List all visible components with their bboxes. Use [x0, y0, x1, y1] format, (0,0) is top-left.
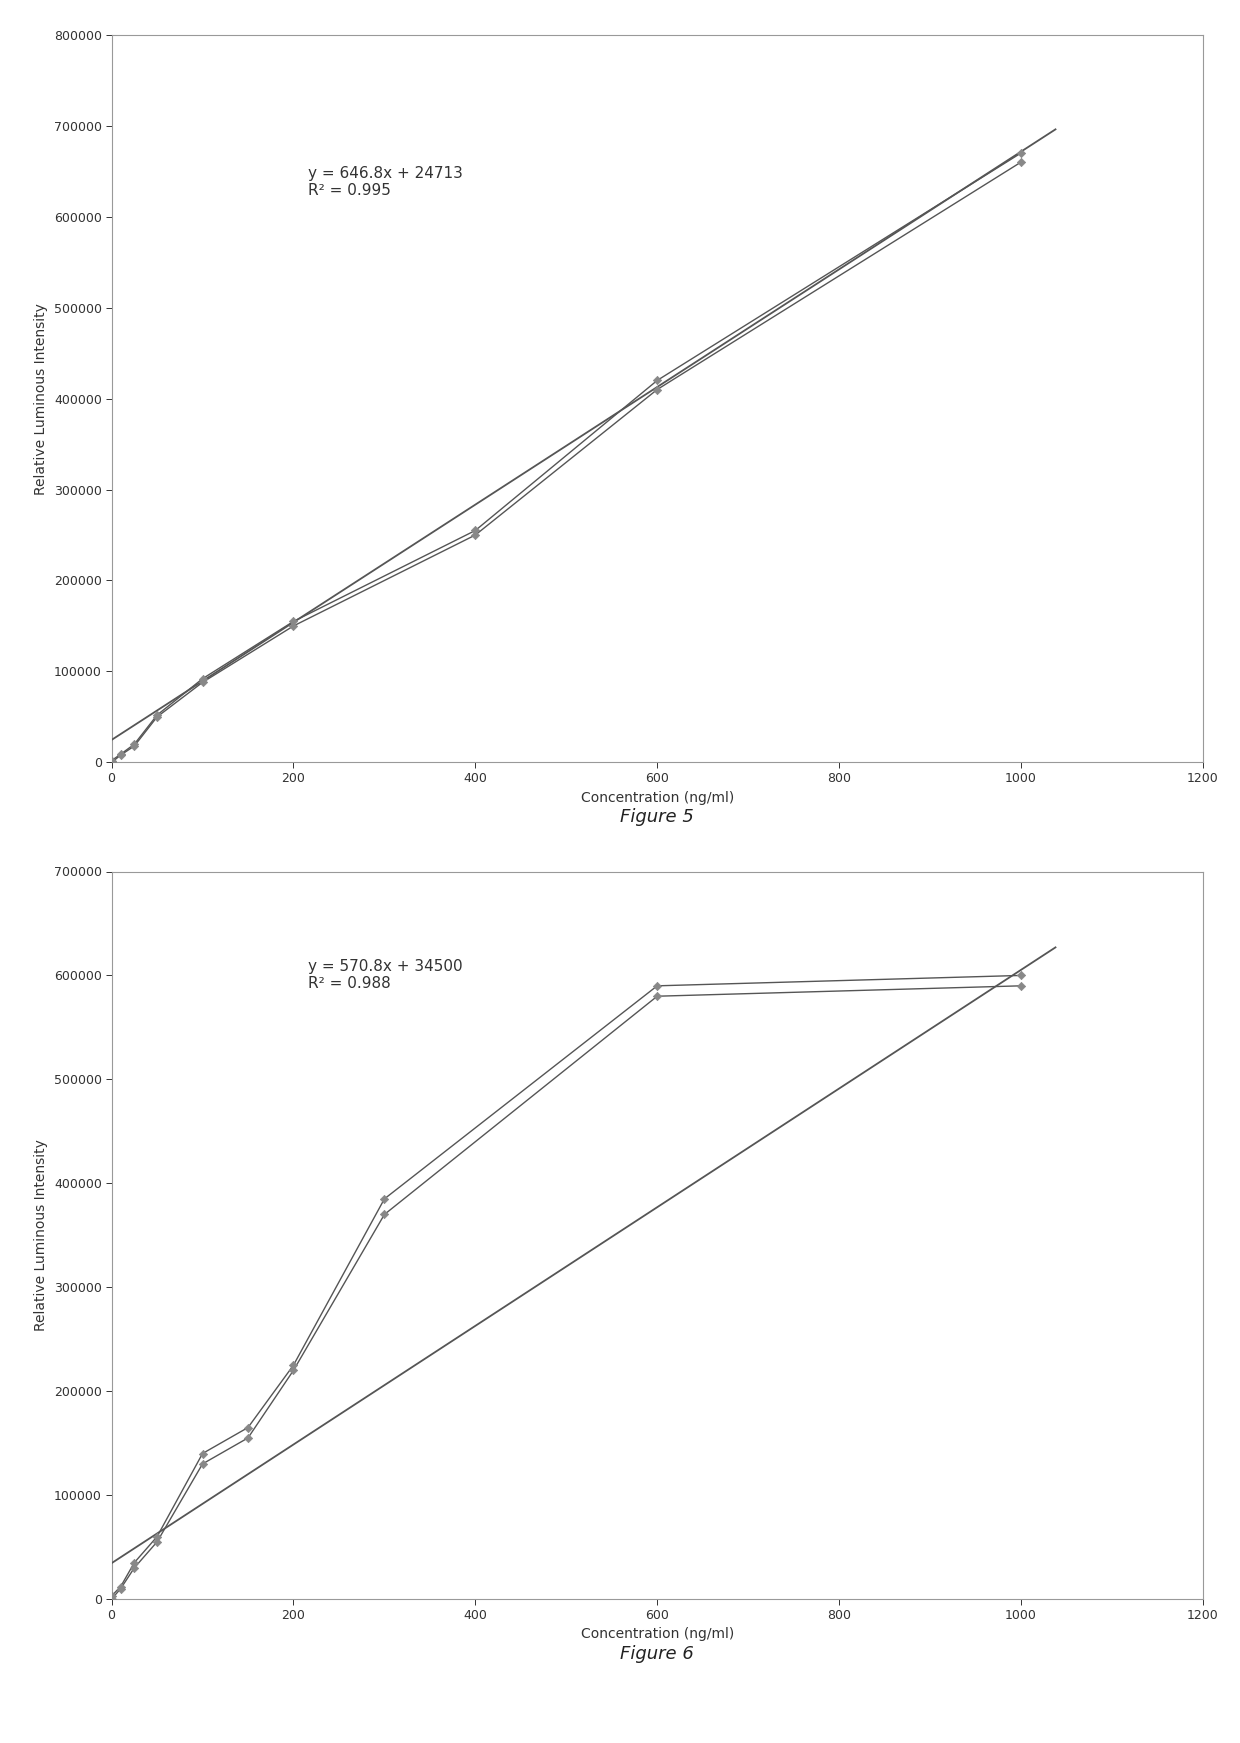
X-axis label: Concentration (ng/ml): Concentration (ng/ml) — [580, 1628, 734, 1642]
Point — [102, 748, 122, 776]
Point — [192, 668, 212, 695]
Point — [1011, 973, 1030, 1000]
Point — [148, 1523, 167, 1551]
Point — [284, 1356, 304, 1384]
Point — [102, 1583, 122, 1611]
Point — [465, 521, 485, 549]
Point — [284, 612, 304, 640]
Y-axis label: Relative Luminous Intensity: Relative Luminous Intensity — [35, 1140, 48, 1332]
Point — [238, 1424, 258, 1452]
Point — [1011, 962, 1030, 990]
Text: y = 570.8x + 34500
R² = 0.988: y = 570.8x + 34500 R² = 0.988 — [308, 959, 463, 992]
Point — [110, 1572, 130, 1600]
Point — [192, 664, 212, 692]
X-axis label: Concentration (ng/ml): Concentration (ng/ml) — [580, 791, 734, 805]
Point — [647, 973, 667, 1000]
Point — [1011, 139, 1030, 167]
Point — [124, 732, 144, 760]
Point — [192, 1440, 212, 1468]
Point — [124, 730, 144, 758]
Y-axis label: Relative Luminous Intensity: Relative Luminous Intensity — [35, 303, 48, 495]
Point — [1011, 148, 1030, 176]
Text: Figure 5: Figure 5 — [620, 809, 694, 826]
Point — [124, 1555, 144, 1583]
Point — [374, 1185, 394, 1213]
Point — [647, 375, 667, 403]
Text: Figure 6: Figure 6 — [620, 1645, 694, 1663]
Point — [148, 701, 167, 729]
Point — [102, 1584, 122, 1612]
Point — [110, 741, 130, 769]
Point — [238, 1414, 258, 1441]
Point — [647, 366, 667, 394]
Point — [374, 1201, 394, 1229]
Point — [102, 746, 122, 774]
Point — [148, 1529, 167, 1556]
Point — [110, 1574, 130, 1602]
Text: y = 646.8x + 24713
R² = 0.995: y = 646.8x + 24713 R² = 0.995 — [308, 166, 463, 199]
Point — [284, 1351, 304, 1379]
Point — [284, 608, 304, 636]
Point — [647, 983, 667, 1011]
Point — [192, 1450, 212, 1478]
Point — [465, 516, 485, 544]
Point — [124, 1550, 144, 1577]
Point — [110, 741, 130, 769]
Point — [148, 702, 167, 730]
